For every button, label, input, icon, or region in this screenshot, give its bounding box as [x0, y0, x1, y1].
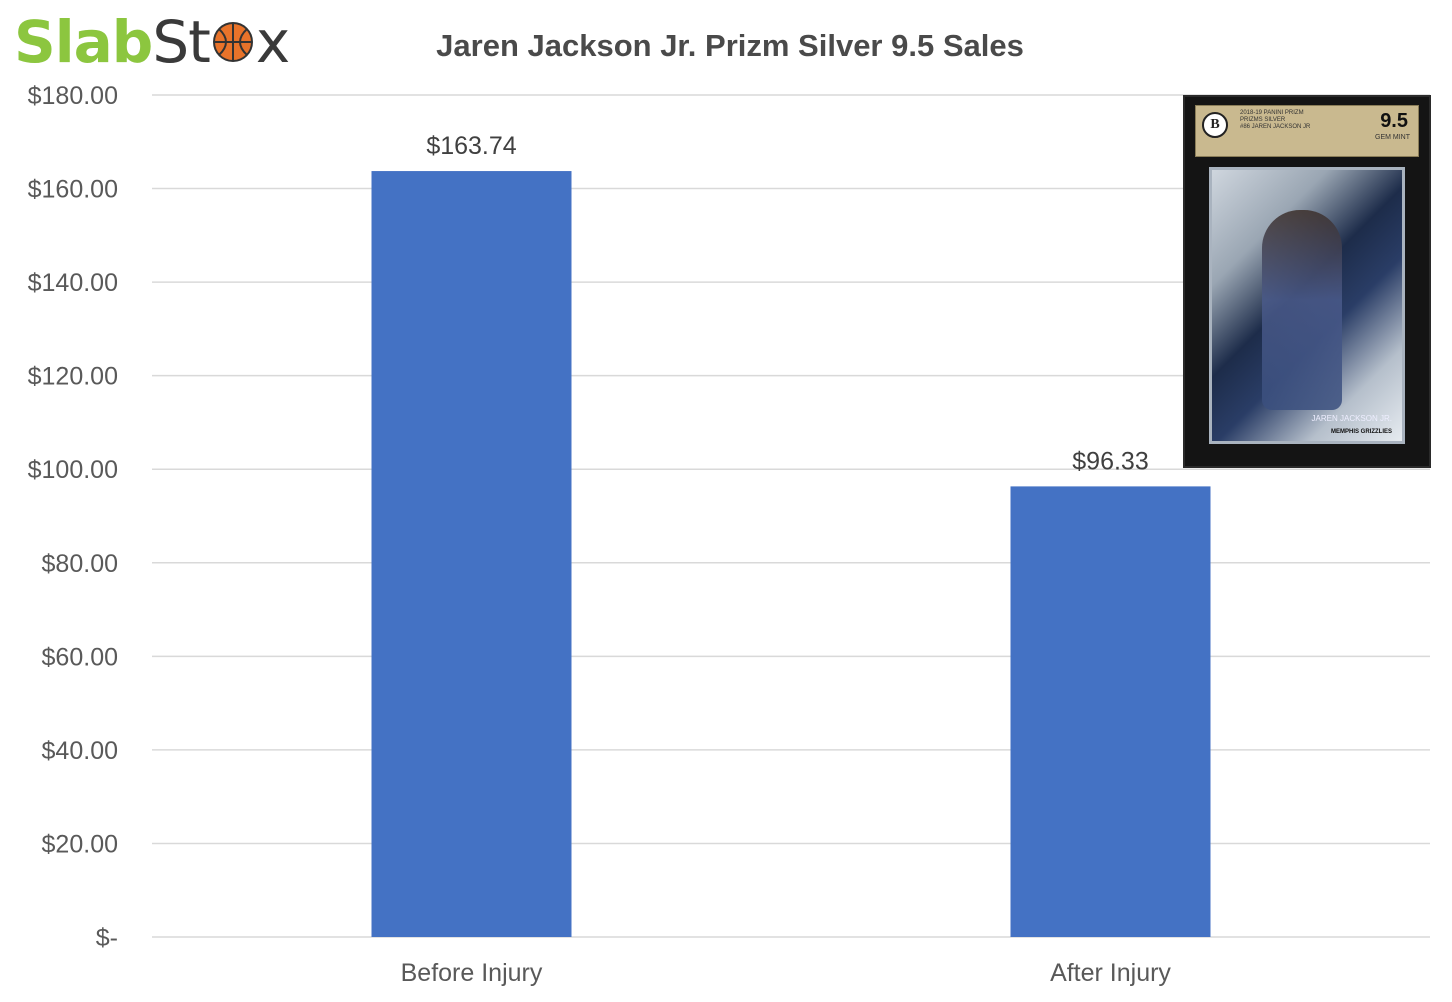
y-tick-label: $40.00: [42, 737, 118, 765]
logo-st-text: St: [152, 8, 211, 76]
bars: [371, 171, 1211, 937]
value-labels: $163.74 $96.33: [426, 132, 1148, 475]
chart-title: Jaren Jackson Jr. Prizm Silver 9.5 Sales: [436, 28, 1024, 63]
value-label: $96.33: [1072, 447, 1148, 475]
grading-label: B 2018-19 PANINI PRIZM PRIZMS SILVER #86…: [1195, 105, 1419, 157]
x-tick-label: Before Injury: [401, 959, 543, 987]
x-axis-tick-labels: Before Injury After Injury: [401, 959, 1172, 987]
y-tick-label: $20.00: [42, 830, 118, 858]
logo-x-text: x: [255, 8, 290, 76]
y-tick-label: $-: [96, 924, 118, 952]
card-grade: 9.5: [1380, 110, 1408, 132]
card-player-name: JAREN JACKSON JR.: [1311, 414, 1392, 423]
basketball-icon: [212, 22, 253, 62]
card-photo: JAREN JACKSON JR. MEMPHIS GRIZZLIES: [1209, 167, 1405, 444]
logo-slab-text: Slab: [14, 8, 153, 76]
player-figure: [1262, 210, 1342, 410]
x-tick-label: After Injury: [1050, 959, 1171, 987]
label-text: 2018-19 PANINI PRIZM PRIZMS SILVER #86 J…: [1240, 110, 1311, 130]
slabstox-logo: Slab St x: [14, 6, 290, 78]
bar-before-injury: [371, 171, 572, 937]
y-axis-tick-labels: $- $20.00 $40.00 $60.00 $80.00 $100.00 $120.00…: [28, 82, 118, 952]
card-team-name: MEMPHIS GRIZZLIES: [1330, 429, 1392, 435]
card-grade-word: GEM MINT: [1375, 134, 1410, 141]
y-tick-label: $60.00: [42, 643, 118, 671]
value-label: $163.74: [426, 132, 516, 160]
y-tick-label: $80.00: [42, 550, 118, 578]
y-tick-label: $120.00: [28, 363, 118, 391]
y-tick-label: $180.00: [28, 82, 118, 110]
y-tick-label: $100.00: [28, 456, 118, 484]
y-tick-label: $140.00: [28, 269, 118, 297]
bar-after-injury: [1010, 486, 1211, 937]
y-tick-label: $160.00: [28, 176, 118, 204]
beckett-logo-icon: B: [1202, 112, 1228, 138]
graded-card-image: B 2018-19 PANINI PRIZM PRIZMS SILVER #86…: [1183, 95, 1431, 468]
